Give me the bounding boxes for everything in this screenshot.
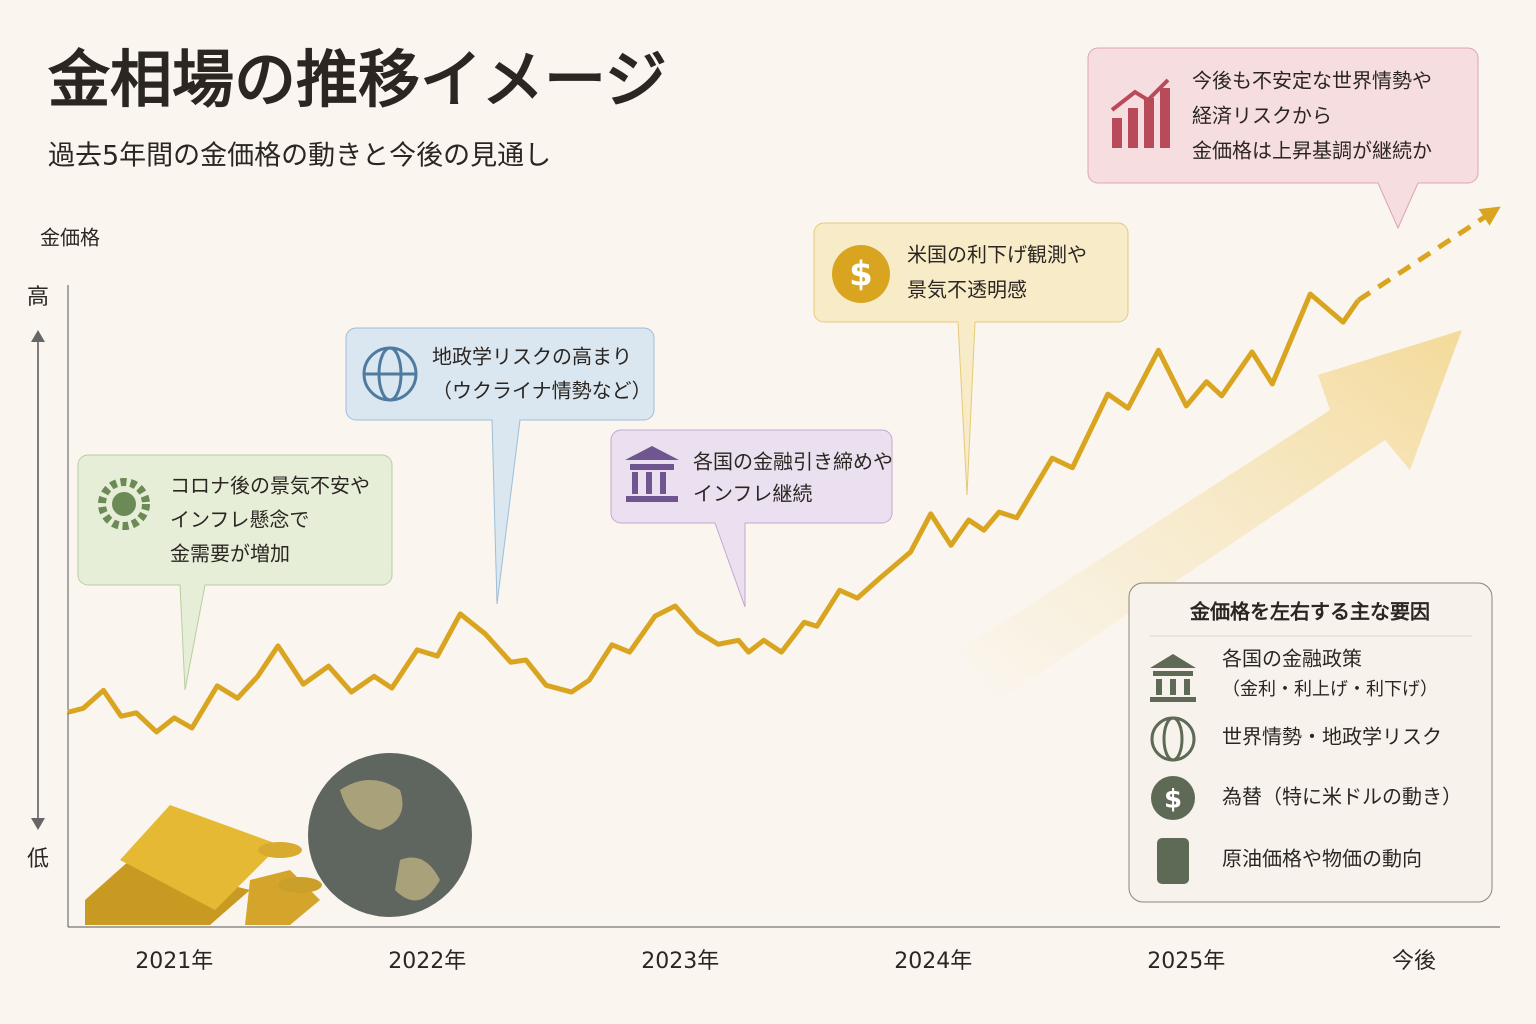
y-tick-label: 低 (27, 847, 49, 872)
x-tick-label: 2022年 (388, 949, 466, 974)
callout-text: 景気不透明感 (907, 278, 1027, 302)
factors-box: 金価格を左右する主な要因 $ 各国の金融政策 （金利・利上げ・利下げ） 世界情勢… (1128, 582, 1493, 903)
factors-title: 金価格を左右する主な要因 (1189, 600, 1430, 624)
x-tick-label: 今後 (1392, 949, 1436, 974)
line (67, 291, 1361, 735)
callout-text: インフレ懸念で (170, 508, 309, 532)
x-tick-label: 2021年 (135, 949, 213, 974)
factor-text: 原油価格や物価の動向 (1222, 847, 1422, 871)
icon (1151, 776, 1195, 820)
icon: $ (1164, 785, 1182, 815)
factor-text: 各国の金融政策 (1222, 647, 1362, 671)
callout: 各国の金融引き締めや インフレ継続 (610, 429, 893, 608)
callout-text: 今後も不安定な世界情勢や (1192, 69, 1432, 93)
line (1356, 206, 1501, 303)
factor-text: （金利・利上げ・利下げ） (1222, 679, 1438, 700)
callout-text: コロナ後の景気不安や (170, 474, 370, 498)
callout: 今後も不安定な世界情勢や 経済リスクから 金価格は上昇基調が継続か (1087, 47, 1479, 230)
callout-text: 金需要が増加 (170, 542, 290, 566)
callout-text: 米国の利下げ観測や (907, 243, 1087, 267)
chart-title: 金相場の推移イメージ (47, 43, 667, 116)
gold-bars (85, 753, 472, 925)
chart-subtitle: 過去5年間の金価格の動きと今後の見通し (48, 141, 551, 172)
x-tick-label: 2024年 (894, 949, 972, 974)
callout-text: 地政学リスクの高まり (432, 345, 632, 369)
callout: $ 米国の利下げ観測や 景気不透明感 (813, 222, 1129, 496)
factor-text: 為替（特に米ドルの動き） (1222, 785, 1462, 809)
icon (1157, 838, 1189, 884)
callout-text: 経済リスクから (1192, 104, 1332, 128)
callout: 地政学リスクの高まり （ウクライナ情勢など） (345, 327, 655, 605)
callout-text: インフレ継続 (693, 482, 812, 506)
callout-text: 各国の金融引き締めや (693, 450, 893, 474)
y-tick-label: 高 (27, 285, 49, 310)
x-tick-label: 2025年 (1147, 949, 1225, 974)
callout: コロナ後の景気不安や インフレ懸念で 金需要が増加 (77, 454, 393, 691)
callout-text: （ウクライナ情勢など） (432, 379, 652, 403)
y-axis-label: 金価格 (40, 226, 100, 250)
callout-text: 金価格は上昇基調が継続か (1192, 139, 1432, 163)
trend-arrow (960, 330, 1462, 700)
icon (1162, 716, 1184, 762)
dollar-icon: $ (849, 255, 873, 295)
factor-text: 世界情勢・地政学リスク (1222, 725, 1442, 749)
icon (1150, 654, 1196, 702)
x-tick-label: 2023年 (641, 949, 719, 974)
